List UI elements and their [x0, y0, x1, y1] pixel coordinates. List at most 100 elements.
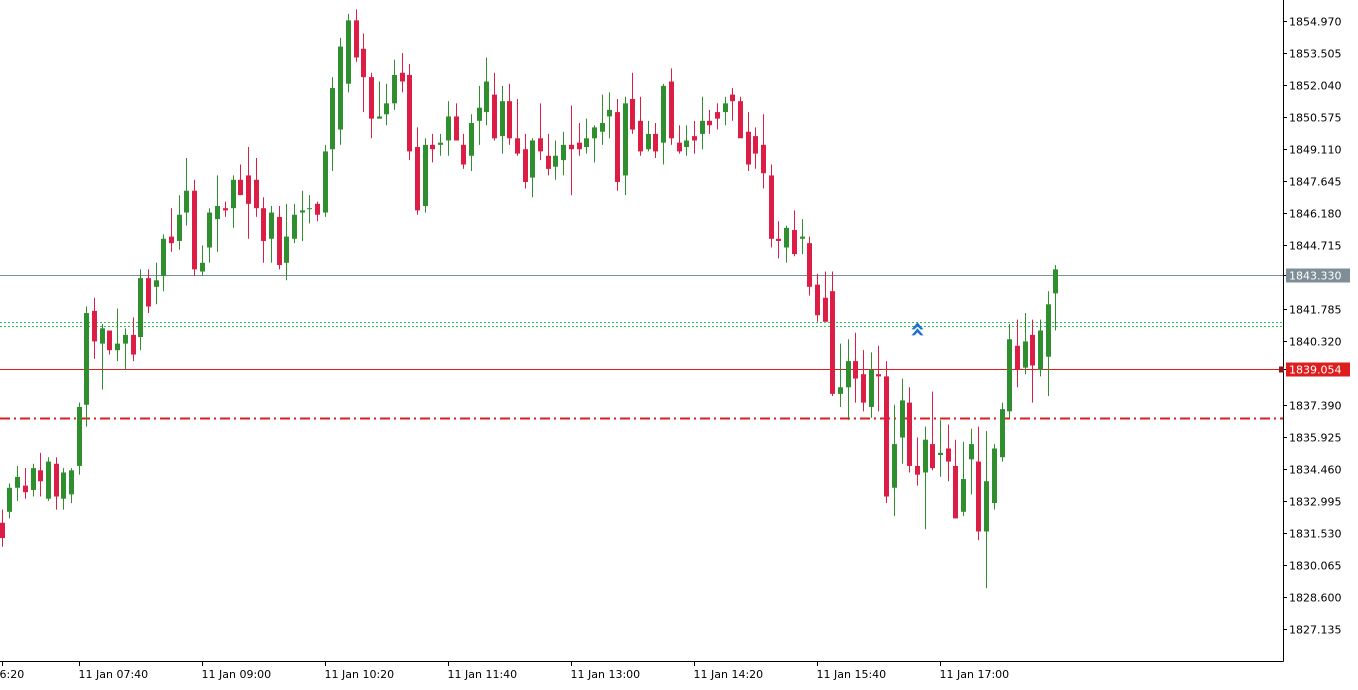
- candle-body[interactable]: [853, 361, 858, 379]
- candle-body[interactable]: [61, 472, 66, 499]
- candle-body[interactable]: [292, 214, 297, 239]
- candle-body[interactable]: [423, 144, 428, 207]
- candle-body[interactable]: [761, 144, 766, 174]
- candle-body[interactable]: [215, 206, 220, 220]
- candle-body[interactable]: [915, 465, 920, 475]
- candle-body[interactable]: [361, 48, 366, 78]
- candle-body[interactable]: [753, 136, 758, 154]
- candle-body[interactable]: [669, 81, 674, 139]
- candle-body[interactable]: [107, 330, 112, 351]
- candle-body[interactable]: [469, 123, 474, 156]
- candle-body[interactable]: [31, 468, 36, 490]
- candle-body[interactable]: [100, 328, 105, 344]
- candle-body[interactable]: [553, 155, 558, 167]
- candle-body[interactable]: [484, 81, 489, 113]
- candle-body[interactable]: [830, 291, 835, 394]
- candle-body[interactable]: [923, 439, 928, 473]
- candle-body[interactable]: [277, 216, 282, 265]
- candle-body[interactable]: [7, 487, 12, 512]
- candle-body[interactable]: [792, 230, 797, 255]
- candle-body[interactable]: [730, 94, 735, 102]
- candle-body[interactable]: [1053, 269, 1058, 294]
- candle-body[interactable]: [800, 236, 805, 239]
- candle-body[interactable]: [500, 101, 505, 137]
- candle-body[interactable]: [446, 116, 451, 141]
- candle-body[interactable]: [930, 444, 935, 469]
- candle-body[interactable]: [161, 238, 166, 276]
- candle-body[interactable]: [392, 74, 397, 104]
- candle-body[interactable]: [938, 452, 943, 456]
- candle-body[interactable]: [507, 101, 512, 139]
- candle-body[interactable]: [953, 465, 958, 519]
- candle-body[interactable]: [269, 212, 274, 239]
- candle-body[interactable]: [131, 334, 136, 355]
- candle-body[interactable]: [223, 208, 228, 211]
- candle-body[interactable]: [569, 144, 574, 150]
- candle-body[interactable]: [1015, 345, 1020, 370]
- candle-body[interactable]: [807, 243, 812, 287]
- candle-body[interactable]: [346, 20, 351, 84]
- candle-body[interactable]: [969, 444, 974, 460]
- candle-body[interactable]: [623, 103, 628, 176]
- candle-body[interactable]: [15, 476, 20, 488]
- candle-body[interactable]: [377, 116, 382, 119]
- candle-body[interactable]: [146, 278, 151, 307]
- candle-body[interactable]: [661, 85, 666, 143]
- candle-body[interactable]: [1030, 334, 1035, 366]
- candle-body[interactable]: [254, 179, 259, 209]
- candle-body[interactable]: [261, 208, 266, 241]
- candle-body[interactable]: [961, 479, 966, 512]
- candle-body[interactable]: [784, 227, 789, 248]
- candle-body[interactable]: [884, 376, 889, 497]
- candle-body[interactable]: [684, 140, 689, 148]
- candle-body[interactable]: [546, 155, 551, 169]
- candle-body[interactable]: [738, 101, 743, 139]
- candle-body[interactable]: [46, 461, 51, 499]
- candle-body[interactable]: [330, 88, 335, 150]
- candle-body[interactable]: [315, 203, 320, 215]
- candle-body[interactable]: [246, 175, 251, 204]
- candle-body[interactable]: [323, 151, 328, 213]
- candle-body[interactable]: [154, 280, 159, 287]
- candle-body[interactable]: [838, 387, 843, 394]
- candle-body[interactable]: [231, 179, 236, 209]
- candle-body[interactable]: [707, 120, 712, 126]
- candle-body[interactable]: [169, 236, 174, 244]
- candle-body[interactable]: [515, 138, 520, 154]
- candle-body[interactable]: [861, 374, 866, 403]
- candle-body[interactable]: [592, 127, 597, 139]
- candle-body[interactable]: [900, 400, 905, 438]
- candle-body[interactable]: [1046, 304, 1051, 357]
- candle-body[interactable]: [876, 374, 881, 377]
- candle-body[interactable]: [54, 463, 59, 497]
- candle-body[interactable]: [138, 278, 143, 338]
- candle-body[interactable]: [530, 140, 535, 178]
- candle-body[interactable]: [92, 310, 97, 342]
- candle-body[interactable]: [430, 144, 435, 150]
- candle-body[interactable]: [454, 116, 459, 141]
- candle-body[interactable]: [600, 123, 605, 132]
- candle-body[interactable]: [746, 131, 751, 165]
- candle-body[interactable]: [538, 138, 543, 152]
- candle-body[interactable]: [369, 77, 374, 119]
- candle-body[interactable]: [1023, 341, 1028, 368]
- candle-body[interactable]: [354, 20, 359, 58]
- candle-body[interactable]: [307, 208, 312, 210]
- candle-body[interactable]: [407, 74, 412, 152]
- candle-body[interactable]: [823, 297, 828, 322]
- candle-body[interactable]: [23, 485, 28, 493]
- candle-body[interactable]: [115, 343, 120, 351]
- candle-body[interactable]: [400, 72, 405, 82]
- candle-body[interactable]: [77, 406, 82, 466]
- candle-body[interactable]: [492, 94, 497, 139]
- candle-body[interactable]: [646, 133, 651, 150]
- candle-body[interactable]: [692, 136, 697, 141]
- candle-body[interactable]: [69, 470, 74, 495]
- candle-body[interactable]: [869, 369, 874, 407]
- candle-body[interactable]: [523, 149, 528, 182]
- candle-body[interactable]: [338, 46, 343, 130]
- candle-body[interactable]: [438, 142, 443, 145]
- candle-body[interactable]: [723, 103, 728, 113]
- candle-body[interactable]: [677, 142, 682, 152]
